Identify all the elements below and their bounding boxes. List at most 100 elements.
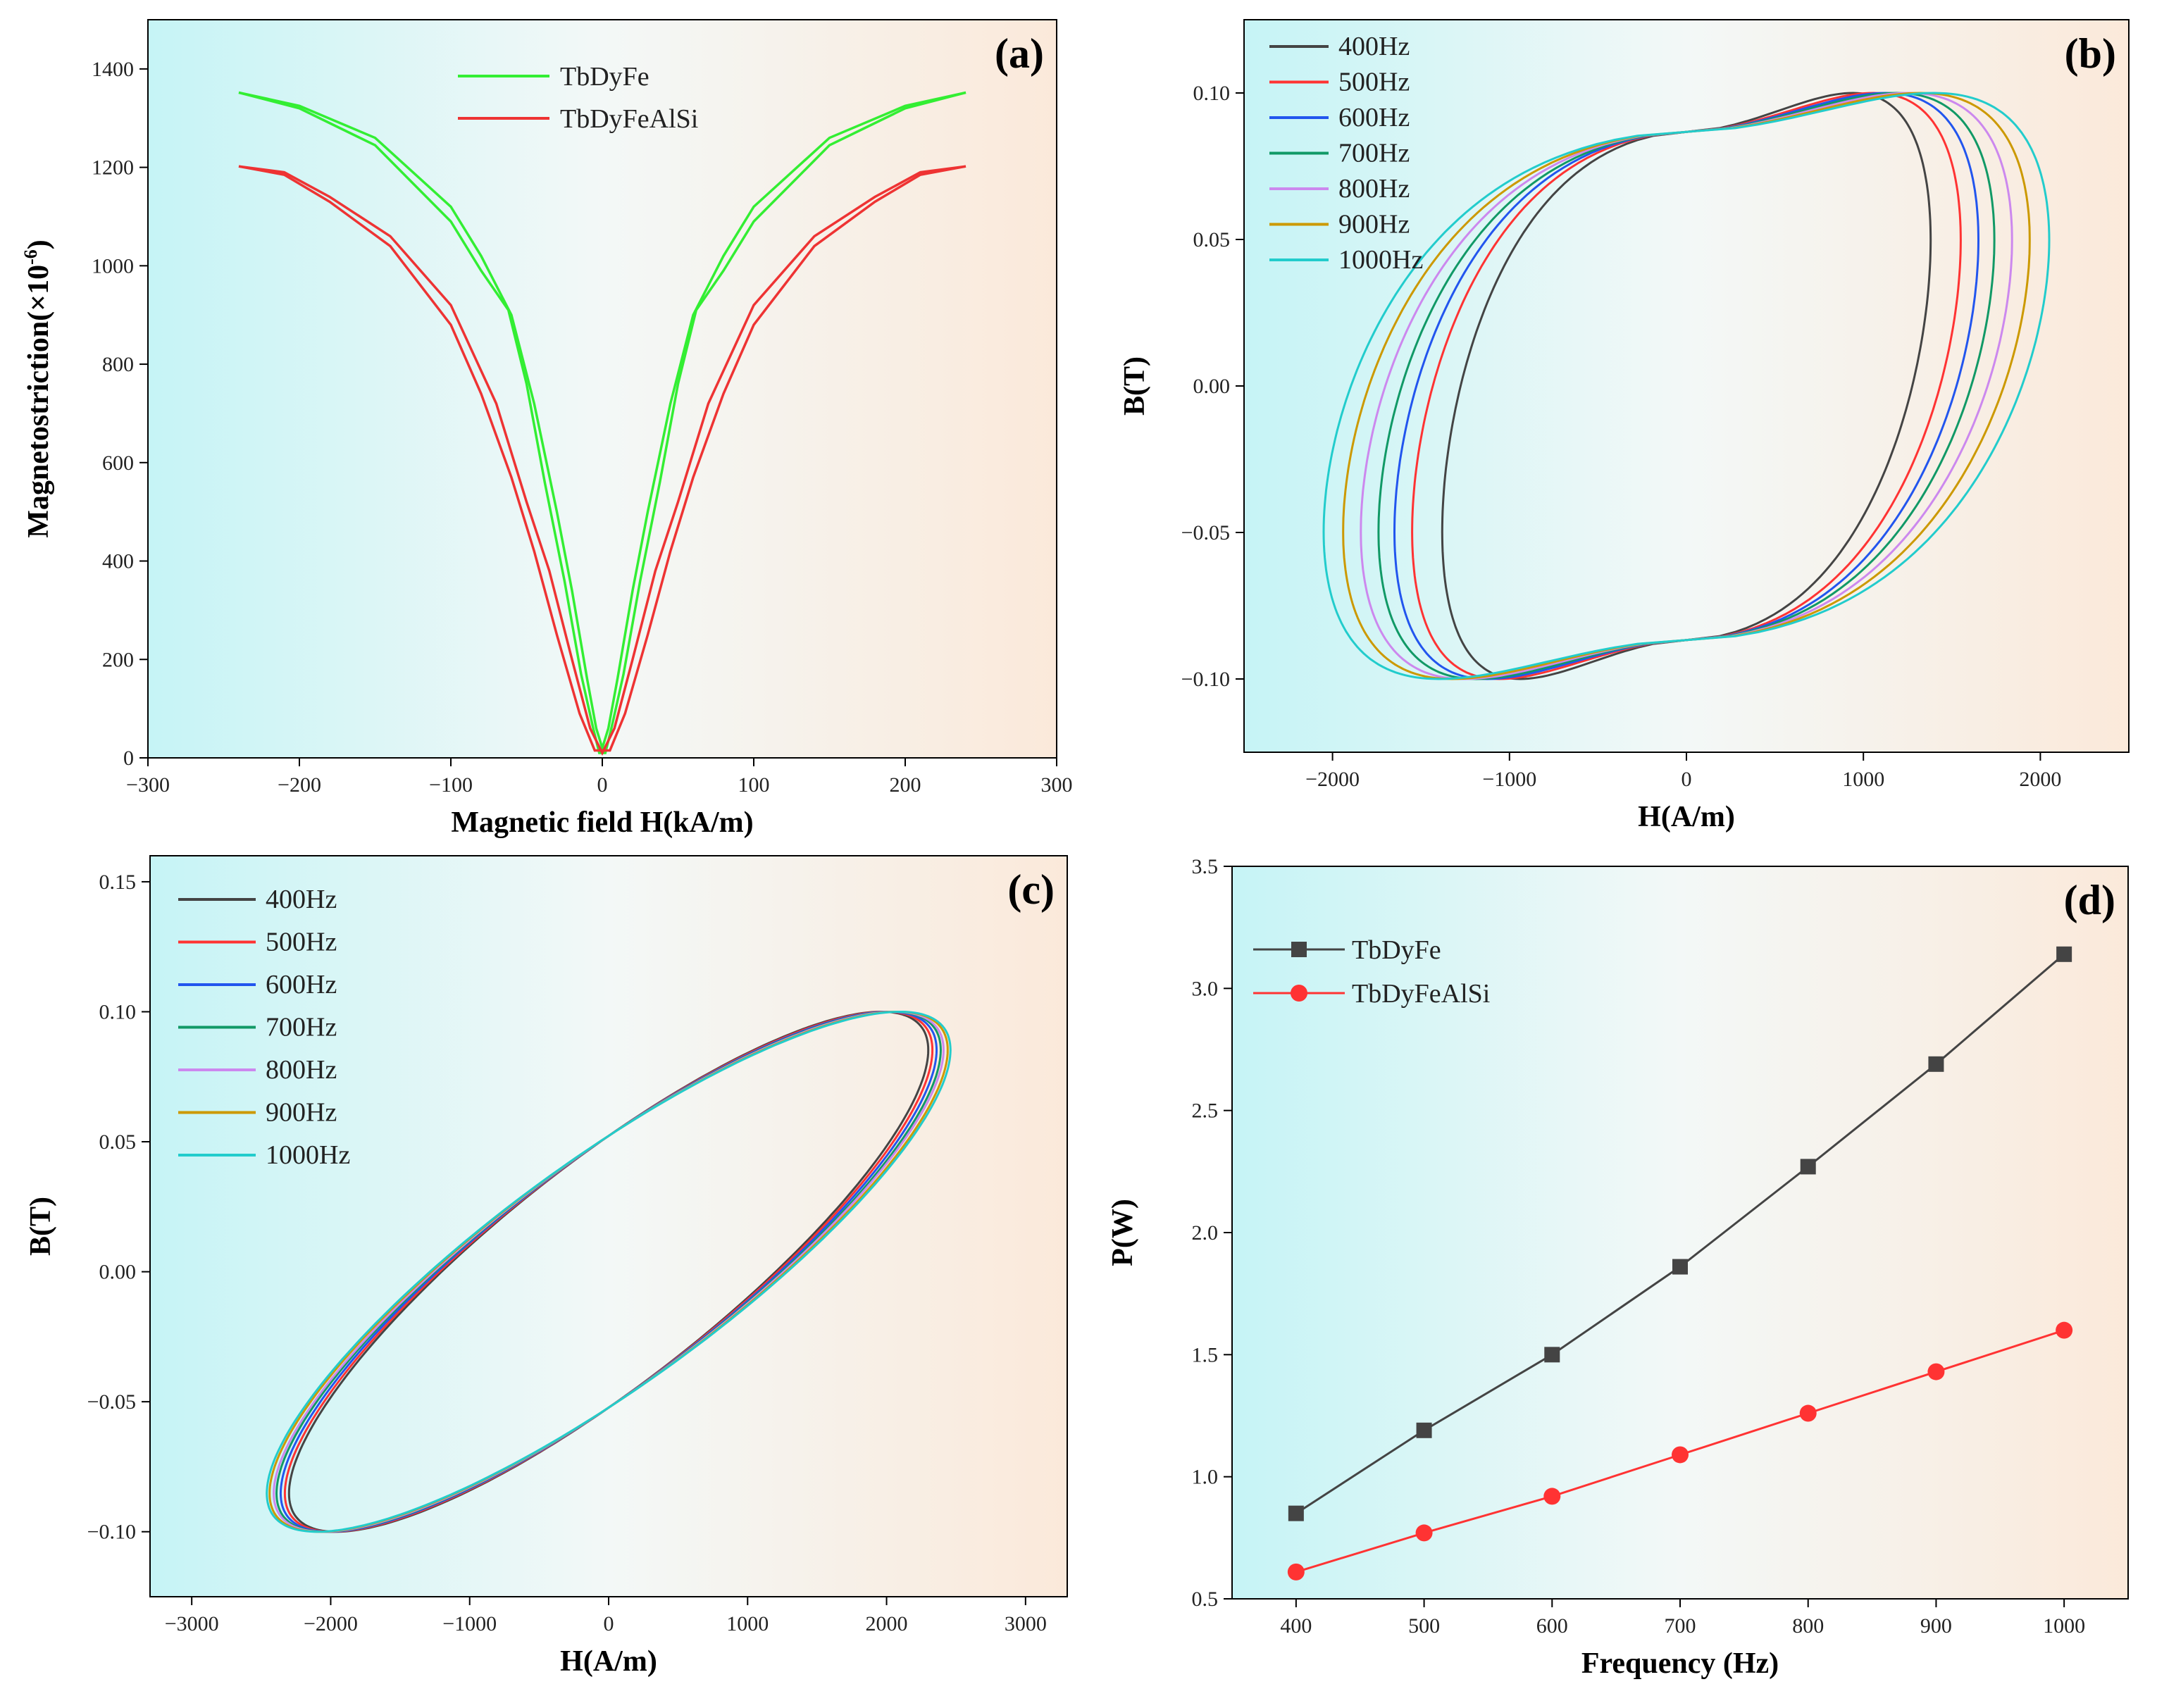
panel-d-panel-label: (d) [2064,877,2115,923]
panel-d-series-tbdyfealsi-marker [1799,1404,1817,1422]
panel-b-legend-label: 600Hz [1338,103,1410,132]
panel-b-legend-label: 1000Hz [1338,245,1423,275]
panel-a-plot-background [148,20,1057,758]
panel-b-x-tick-label: 1000 [1842,768,1884,791]
panel-c-loop-1000hz [266,1011,952,1533]
panel-b-panel-label: (b) [2065,30,2116,77]
panel-a-y-tick-label: 800 [102,353,134,376]
panel-b-legend-label: 500Hz [1338,68,1410,97]
panel-b-legend-label: 800Hz [1338,174,1410,204]
panel-a-y-tick-label: 600 [102,451,134,475]
panel-d-series-tbdyfealsi-marker [1543,1488,1561,1505]
panel-d-x-tick-label: 1000 [2043,1614,2085,1638]
panel-d-y-tick-label: 0.5 [1192,1588,1219,1611]
panel-a-y-tick-label: 1000 [92,254,134,278]
panel-d-series-tbdyfealsi-marker [1672,1446,1689,1464]
panel-c-y-tick-label: 0.05 [99,1130,137,1154]
panel-b-y-tick-label: −0.10 [1181,668,1230,691]
panel-b-y-tick-label: 0.05 [1193,228,1231,251]
panel-b-legend-label: 400Hz [1338,32,1410,61]
panel-d-series-tbdyfe-marker [1672,1259,1688,1275]
panel-d-series-tbdyfe-marker [1800,1159,1816,1175]
panel-d-series-tbdyfe-marker [1928,1056,1944,1072]
panel-b: −2000 −1000 0 1000 2000 −0.10 −0.05 0.00 0.05 0.1… [1119,19,2130,833]
panel-c-plot-background [150,856,1067,1597]
panel-b-y-axis-title: B(T) [1119,356,1151,416]
panel-d-series-tbdyfe-marker [2056,946,2072,962]
panel-d-y-tick-label: 3.0 [1192,977,1219,1000]
panel-c-x-tick-label: 0 [604,1612,614,1635]
panel-b-legend-label: 700Hz [1338,139,1410,168]
panel-d-plot-background [1232,866,2128,1599]
panel-c-legend-label: 1000Hz [266,1140,350,1170]
panel-d-y-tick-label: 3.5 [1192,855,1219,878]
panel-b-y-tick-label: 0.10 [1193,82,1231,105]
panel-a-x-tick-label: 0 [597,773,608,797]
panel-a-x-tick-label: −200 [278,773,321,797]
panel-c-legend-label: 900Hz [266,1098,337,1128]
panel-a-y-axis-title: Magnetostriction(×10-6) [20,239,55,538]
panel-c-y-tick-label: 0.15 [99,871,137,894]
panel-a-x-tick-label: 200 [890,773,921,797]
panel-d-x-tick-label: 900 [1920,1614,1952,1638]
panel-c-legend-label: 700Hz [266,1013,337,1042]
panel-a-x-tick-label: 100 [738,773,770,797]
panel-d-y-axis-title: P(W) [1107,1199,1139,1266]
panel-d-y-tick-label: 2.0 [1192,1221,1219,1245]
panel-d-legend-label: TbDyFeAlSi [1352,979,1490,1009]
panel-c-x-tick-label: 1000 [726,1612,769,1635]
panel-a-y-tick-label: 400 [102,550,134,573]
panel-b-loops [1322,92,2051,680]
panel-c-y-tick-label: −0.05 [87,1390,136,1414]
panel-a: −300 −200 −100 0 100 200 300 0 200 400 600 800 1000 1… [20,19,1073,839]
panel-d-legend-label: TbDyFe [1352,935,1441,965]
panel-b-legend-label: 900Hz [1338,210,1410,239]
panel-a-y-tick-label: 200 [102,648,134,671]
panel-d-series-tbdyfe-marker [1416,1422,1432,1438]
panel-c-legend-label: 600Hz [266,970,337,999]
panel-c-loops [266,1011,952,1533]
panel-a-series-tbdyfe-upper [238,91,966,752]
panel-c-x-tick-label: 3000 [1005,1612,1047,1635]
panel-d-x-tick-label: 800 [1792,1614,1824,1638]
panel-b-x-axis-title: H(A/m) [1638,801,1735,833]
panel-d-series-tbdyfealsi-marker [2056,1321,2073,1339]
panel-b-loop-1000hz [1322,92,2051,680]
panel-b-x-tick-label: 0 [1682,768,1692,791]
panel-c-x-tick-label: 2000 [866,1612,908,1635]
panel-a-x-tick-label: −300 [126,773,170,797]
panel-d-series-tbdyfe-marker [1288,1505,1304,1521]
panel-a-series-tbdyfealsi-upper [238,165,966,756]
panel-d-series-tbdyfealsi-marker [1927,1363,1945,1380]
panel-a-legend-label: TbDyFeAlSi [560,104,698,134]
panel-c-x-tick-label: −3000 [165,1612,219,1635]
panel-b-plot-background [1244,20,2129,752]
panel-a-y-tick-label: 1400 [92,58,134,81]
panel-c-panel-label: (c) [1007,866,1055,913]
panel-a-x-axis-title: Magnetic field H(kA/m) [451,806,753,839]
panel-c-y-tick-label: 0.00 [99,1261,137,1284]
panel-d-x-tick-label: 500 [1408,1614,1440,1638]
panel-c-y-tick-label: 0.10 [99,1000,137,1023]
panel-b-y-tick-label: 0.00 [1193,375,1231,398]
panel-c-legend-label: 500Hz [266,928,337,957]
panel-c: −3000 −2000 −1000 0 1000 2000 3000 −0.10 −0.05 0.… [25,855,1068,1678]
panel-d: 400 500 600 700 800 900 1000 0.5 1.0 1.5 2.0 2.5 3.0… [1107,855,2129,1680]
panel-c-x-axis-title: H(A/m) [560,1645,657,1678]
panel-b-x-tick-label: −1000 [1482,768,1536,791]
panel-c-y-tick-label: −0.10 [87,1521,136,1544]
panel-a-series-tbdyfealsi-lower [238,165,966,752]
panel-a-panel-label: (a) [995,30,1044,77]
panel-d-y-tick-label: 2.5 [1192,1099,1219,1123]
panel-d-y-tick-label: 1.0 [1192,1466,1219,1489]
panel-d-x-tick-label: 600 [1536,1614,1568,1638]
panel-d-x-tick-label: 700 [1665,1614,1696,1638]
panel-c-x-tick-label: −1000 [442,1612,497,1635]
panel-c-y-axis-title: B(T) [25,1197,57,1256]
panel-c-legend-label: 400Hz [266,885,337,914]
panel-d-x-axis-title: Frequency (Hz) [1581,1647,1779,1680]
panel-c-x-tick-label: −2000 [304,1612,358,1635]
panel-d-x-tick-label: 400 [1280,1614,1312,1638]
panel-b-y-tick-label: −0.05 [1181,521,1230,544]
